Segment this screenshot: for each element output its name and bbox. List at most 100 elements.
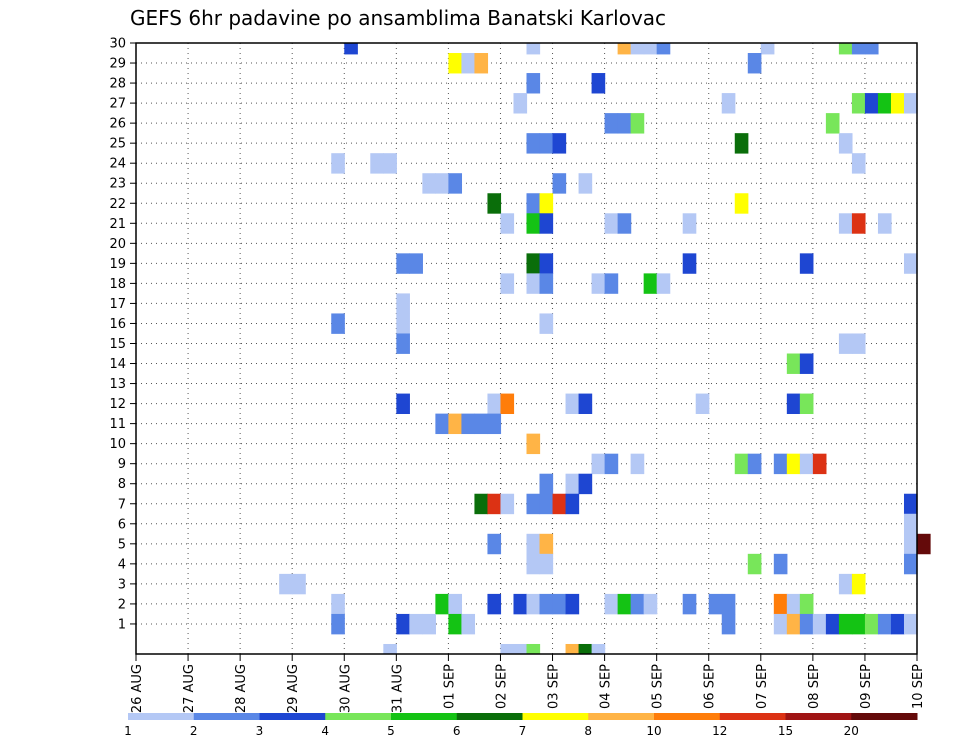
heatmap-cell xyxy=(344,43,358,55)
heatmap-cell xyxy=(851,573,866,595)
heatmap-cell xyxy=(812,613,827,635)
colorbar-swatch xyxy=(456,713,523,720)
heatmap-cell xyxy=(864,93,879,114)
heatmap-cell xyxy=(578,473,593,495)
heatmap-cell xyxy=(851,93,866,114)
heatmap-cell xyxy=(526,433,541,455)
heatmap-cell xyxy=(487,413,502,435)
y-tick-label: 17 xyxy=(109,297,126,312)
colorbar-label: 1 xyxy=(124,724,132,738)
heatmap-cell xyxy=(474,493,489,515)
colorbar-swatch xyxy=(654,713,721,720)
heatmap-cell xyxy=(812,453,827,475)
heatmap-cell xyxy=(500,393,515,415)
heatmap-cell xyxy=(799,393,814,415)
heatmap-cell xyxy=(851,213,866,234)
heatmap-cell xyxy=(838,213,853,234)
heatmap-cell xyxy=(799,613,814,635)
heatmap-cell xyxy=(903,253,918,274)
heatmap-cell xyxy=(526,253,541,274)
heatmap-cell xyxy=(448,173,463,194)
heatmap-cell xyxy=(851,613,866,635)
heatmap-cell xyxy=(838,613,853,635)
heatmap-cell xyxy=(682,593,697,615)
heatmap-cell xyxy=(409,253,423,274)
y-tick-label: 14 xyxy=(109,357,126,372)
heatmap-cell xyxy=(292,573,306,595)
heatmap-cell xyxy=(409,613,423,635)
heatmap-cell xyxy=(591,453,606,475)
heatmap-cell xyxy=(331,593,345,615)
heatmap-cell xyxy=(838,573,853,595)
heatmap-cell xyxy=(500,493,515,515)
y-tick-label: 10 xyxy=(109,437,126,452)
colorbar-swatch xyxy=(588,713,655,720)
heatmap-cell xyxy=(487,193,502,214)
heatmap-cell xyxy=(604,453,619,475)
heatmap-cell xyxy=(448,593,463,615)
y-tick-label: 7 xyxy=(118,497,126,512)
heatmap-cell xyxy=(500,643,515,655)
heatmap-cell xyxy=(903,513,918,535)
x-tick-label: 03 SEP xyxy=(547,664,562,709)
heatmap-cell xyxy=(539,493,554,515)
y-tick-label: 24 xyxy=(109,157,126,172)
colorbar-label: 6 xyxy=(453,724,461,738)
heatmap-cell xyxy=(383,643,397,655)
heatmap-cell xyxy=(331,613,345,635)
x-tick-label: 27 AUG xyxy=(182,664,197,713)
heatmap-cell xyxy=(786,613,801,635)
heatmap-cell xyxy=(565,593,580,615)
heatmap-cell xyxy=(786,353,801,374)
heatmap-cell xyxy=(851,333,866,354)
heatmap-cell xyxy=(786,593,801,615)
heatmap-cell xyxy=(721,613,736,635)
y-tick-label: 6 xyxy=(118,517,126,532)
x-tick-label: 28 AUG xyxy=(234,664,249,713)
heatmap-cell xyxy=(656,273,671,294)
heatmap-cell xyxy=(890,613,905,635)
heatmap-cell xyxy=(539,193,554,214)
heatmap-cell xyxy=(721,593,736,615)
colorbar-label: 15 xyxy=(778,724,793,738)
heatmap-cell xyxy=(552,593,567,615)
heatmap-cell xyxy=(539,253,554,274)
heatmap-cell xyxy=(448,53,463,74)
heatmap-cell xyxy=(552,493,567,515)
heatmap-cell xyxy=(526,133,541,154)
heatmap-cell xyxy=(526,643,541,655)
heatmap-cells xyxy=(279,43,931,655)
heatmap-cell xyxy=(526,213,541,234)
y-tick-label: 15 xyxy=(109,337,126,352)
heatmap-cell xyxy=(630,43,645,55)
heatmap-cell xyxy=(851,153,866,174)
y-tick-label: 8 xyxy=(118,477,126,492)
heatmap-cell xyxy=(734,193,749,214)
y-tick-label: 27 xyxy=(109,97,126,112)
heatmap-cell xyxy=(539,593,554,615)
heatmap-cell xyxy=(682,253,697,274)
y-tick-label: 9 xyxy=(118,457,126,472)
heatmap-cell xyxy=(617,213,632,234)
heatmap-cell xyxy=(565,473,580,495)
y-tick-label: 25 xyxy=(109,137,126,152)
heatmap-cell xyxy=(435,173,449,194)
colorbar-swatch xyxy=(193,713,260,720)
heatmap-cell xyxy=(591,643,606,655)
heatmap-cell xyxy=(747,553,762,575)
colorbar: 1 2 3 4 5 6 7 8 10 12 15 20 xyxy=(124,713,918,738)
heatmap-cell xyxy=(825,613,840,635)
heatmap-cell xyxy=(552,133,567,154)
colorbar-label: 4 xyxy=(321,724,329,738)
heatmap-cell xyxy=(565,393,580,415)
heatmap-cell xyxy=(903,93,918,114)
heatmap-cell xyxy=(474,53,489,74)
y-tick-label: 19 xyxy=(109,257,126,272)
x-tick-label: 02 SEP xyxy=(494,664,509,709)
heatmap-cell xyxy=(799,453,814,475)
colorbar-swatch xyxy=(128,713,195,720)
heatmap-cell xyxy=(773,453,788,475)
heatmap-cell xyxy=(422,173,436,194)
heatmap-cell xyxy=(734,453,749,475)
colorbar-label: 2 xyxy=(190,724,198,738)
